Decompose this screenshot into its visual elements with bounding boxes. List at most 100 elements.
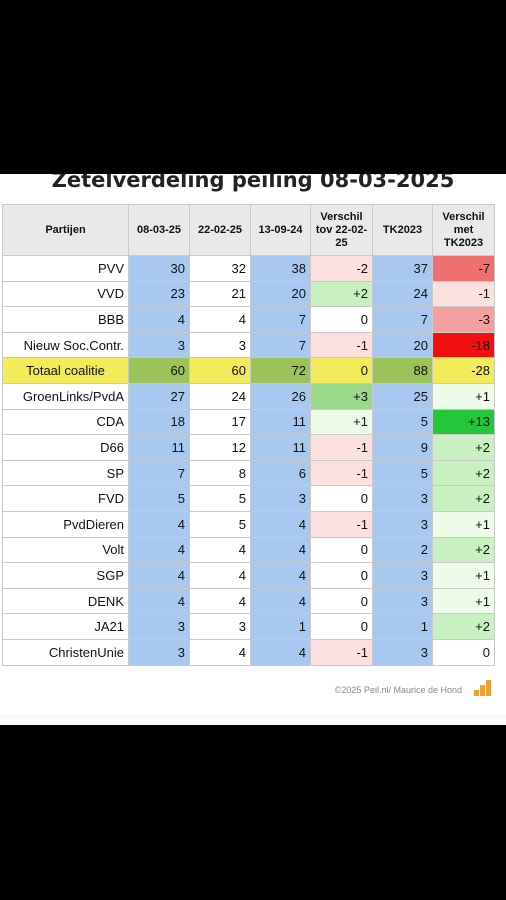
table-row: JA21 3 3 1 0 1 +2 xyxy=(2,613,495,640)
cell-tk: 7 xyxy=(372,306,433,333)
cell-p2: 32 xyxy=(189,255,251,282)
cell-d2: +1 xyxy=(432,382,495,410)
table-row: BBB 4 4 7 0 7 -3 xyxy=(2,306,495,333)
cell-d1: +2 xyxy=(310,280,373,308)
header-tk2023: TK2023 xyxy=(372,204,433,256)
header-verschil-tk2023: Verschil met TK2023 xyxy=(432,204,495,256)
cell-d2: +1 xyxy=(432,510,495,538)
party-name: PvdDieren xyxy=(2,510,129,538)
peil-logo-icon xyxy=(474,680,492,696)
cell-p1: 3 xyxy=(128,613,190,640)
table-row: VVD 23 21 20 +2 24 -1 xyxy=(2,280,495,308)
cell-d2: +2 xyxy=(432,434,495,461)
cell-tk: 3 xyxy=(372,510,433,538)
cell-p2: 5 xyxy=(189,510,251,538)
cell-d1: -1 xyxy=(310,331,373,359)
cell-p2: 60 xyxy=(189,357,251,384)
cell-d2: -1 xyxy=(432,280,495,308)
cell-p2: 4 xyxy=(189,587,251,615)
cell-p1: 5 xyxy=(128,485,190,512)
cell-p3: 26 xyxy=(250,382,311,410)
table-row: FVD 5 5 3 0 3 +2 xyxy=(2,485,495,512)
cell-p3: 4 xyxy=(250,510,311,538)
table-row: PvdDieren 4 5 4 -1 3 +1 xyxy=(2,510,495,538)
cell-d2: +13 xyxy=(432,408,495,436)
cell-d1: 0 xyxy=(310,587,373,615)
table-title: Zetelverdeling peiling 08-03-2025 xyxy=(51,174,455,192)
cell-p2: 5 xyxy=(189,485,251,512)
party-name: VVD xyxy=(2,280,129,308)
table-row: DENK 4 4 4 0 3 +1 xyxy=(2,587,495,615)
cell-d1: 0 xyxy=(310,485,373,512)
cell-tk: 5 xyxy=(372,459,433,487)
cell-p1: 4 xyxy=(128,562,190,589)
cell-d1: 0 xyxy=(310,357,373,384)
cell-p3: 11 xyxy=(250,408,311,436)
party-name: Volt xyxy=(2,536,129,564)
cell-d2: +2 xyxy=(432,613,495,640)
cell-p1: 4 xyxy=(128,587,190,615)
cell-p1: 60 xyxy=(128,357,190,384)
cell-p3: 72 xyxy=(250,357,311,384)
source-credit: ©2025 Peil.nl/ Maurice de Hond xyxy=(334,685,462,695)
cell-p1: 18 xyxy=(128,408,190,436)
table-row: SP 7 8 6 -1 5 +2 xyxy=(2,459,495,487)
cell-tk: 3 xyxy=(372,562,433,589)
cell-p1: 11 xyxy=(128,434,190,461)
party-name: ChristenUnie xyxy=(2,638,129,666)
cell-p3: 4 xyxy=(250,587,311,615)
party-name: Totaal coalitie xyxy=(2,357,129,384)
party-name: D66 xyxy=(2,434,129,461)
table-row: PVV 30 32 38 -2 37 -7 xyxy=(2,255,495,282)
card-bottom-edge xyxy=(0,714,506,725)
cell-p2: 4 xyxy=(189,536,251,564)
cell-p1: 4 xyxy=(128,306,190,333)
cell-d1: -1 xyxy=(310,510,373,538)
cell-p1: 3 xyxy=(128,331,190,359)
cell-p1: 7 xyxy=(128,459,190,487)
party-name: SP xyxy=(2,459,129,487)
cell-p2: 12 xyxy=(189,434,251,461)
cell-p2: 8 xyxy=(189,459,251,487)
header-08-03-25: 08-03-25 xyxy=(128,204,190,256)
table-row: Totaal coalitie 60 60 72 0 88 -28 xyxy=(2,357,495,384)
cell-p1: 4 xyxy=(128,510,190,538)
cell-p1: 3 xyxy=(128,638,190,666)
cell-p2: 4 xyxy=(189,562,251,589)
cell-d2: -7 xyxy=(432,255,495,282)
cell-p1: 23 xyxy=(128,280,190,308)
cell-d1: -1 xyxy=(310,638,373,666)
cell-p3: 4 xyxy=(250,536,311,564)
cell-tk: 5 xyxy=(372,408,433,436)
cell-tk: 24 xyxy=(372,280,433,308)
cell-d1: +1 xyxy=(310,408,373,436)
party-name: GroenLinks/PvdA xyxy=(2,382,129,410)
cell-d2: -28 xyxy=(432,357,495,384)
cell-p2: 4 xyxy=(189,638,251,666)
table-row: CDA 18 17 11 +1 5 +13 xyxy=(2,408,495,436)
cell-tk: 1 xyxy=(372,613,433,640)
cell-d2: 0 xyxy=(432,638,495,666)
header-partijen: Partijen xyxy=(2,204,129,256)
cell-d1: -2 xyxy=(310,255,373,282)
cell-tk: 25 xyxy=(372,382,433,410)
cell-d1: 0 xyxy=(310,536,373,564)
cell-tk: 3 xyxy=(372,638,433,666)
cell-p3: 20 xyxy=(250,280,311,308)
cell-p3: 7 xyxy=(250,306,311,333)
cell-p3: 1 xyxy=(250,613,311,640)
table-row: SGP 4 4 4 0 3 +1 xyxy=(2,562,495,589)
cell-d1: +3 xyxy=(310,382,373,410)
cell-d1: -1 xyxy=(310,434,373,461)
table-row: Nieuw Soc.Contr. 3 3 7 -1 20 -18 xyxy=(2,331,495,359)
cell-tk: 37 xyxy=(372,255,433,282)
cell-p3: 4 xyxy=(250,638,311,666)
header-verschil-22-02: Verschil tov 22-02-25 xyxy=(310,204,373,256)
header-row: Partijen 08-03-25 22-02-25 13-09-24 Vers… xyxy=(2,204,495,256)
cell-p3: 7 xyxy=(250,331,311,359)
poll-card: Zetelverdeling peiling 08-03-2025 Partij… xyxy=(0,174,506,725)
cell-d2: +2 xyxy=(432,536,495,564)
cell-p2: 21 xyxy=(189,280,251,308)
party-name: DENK xyxy=(2,587,129,615)
party-name: CDA xyxy=(2,408,129,436)
